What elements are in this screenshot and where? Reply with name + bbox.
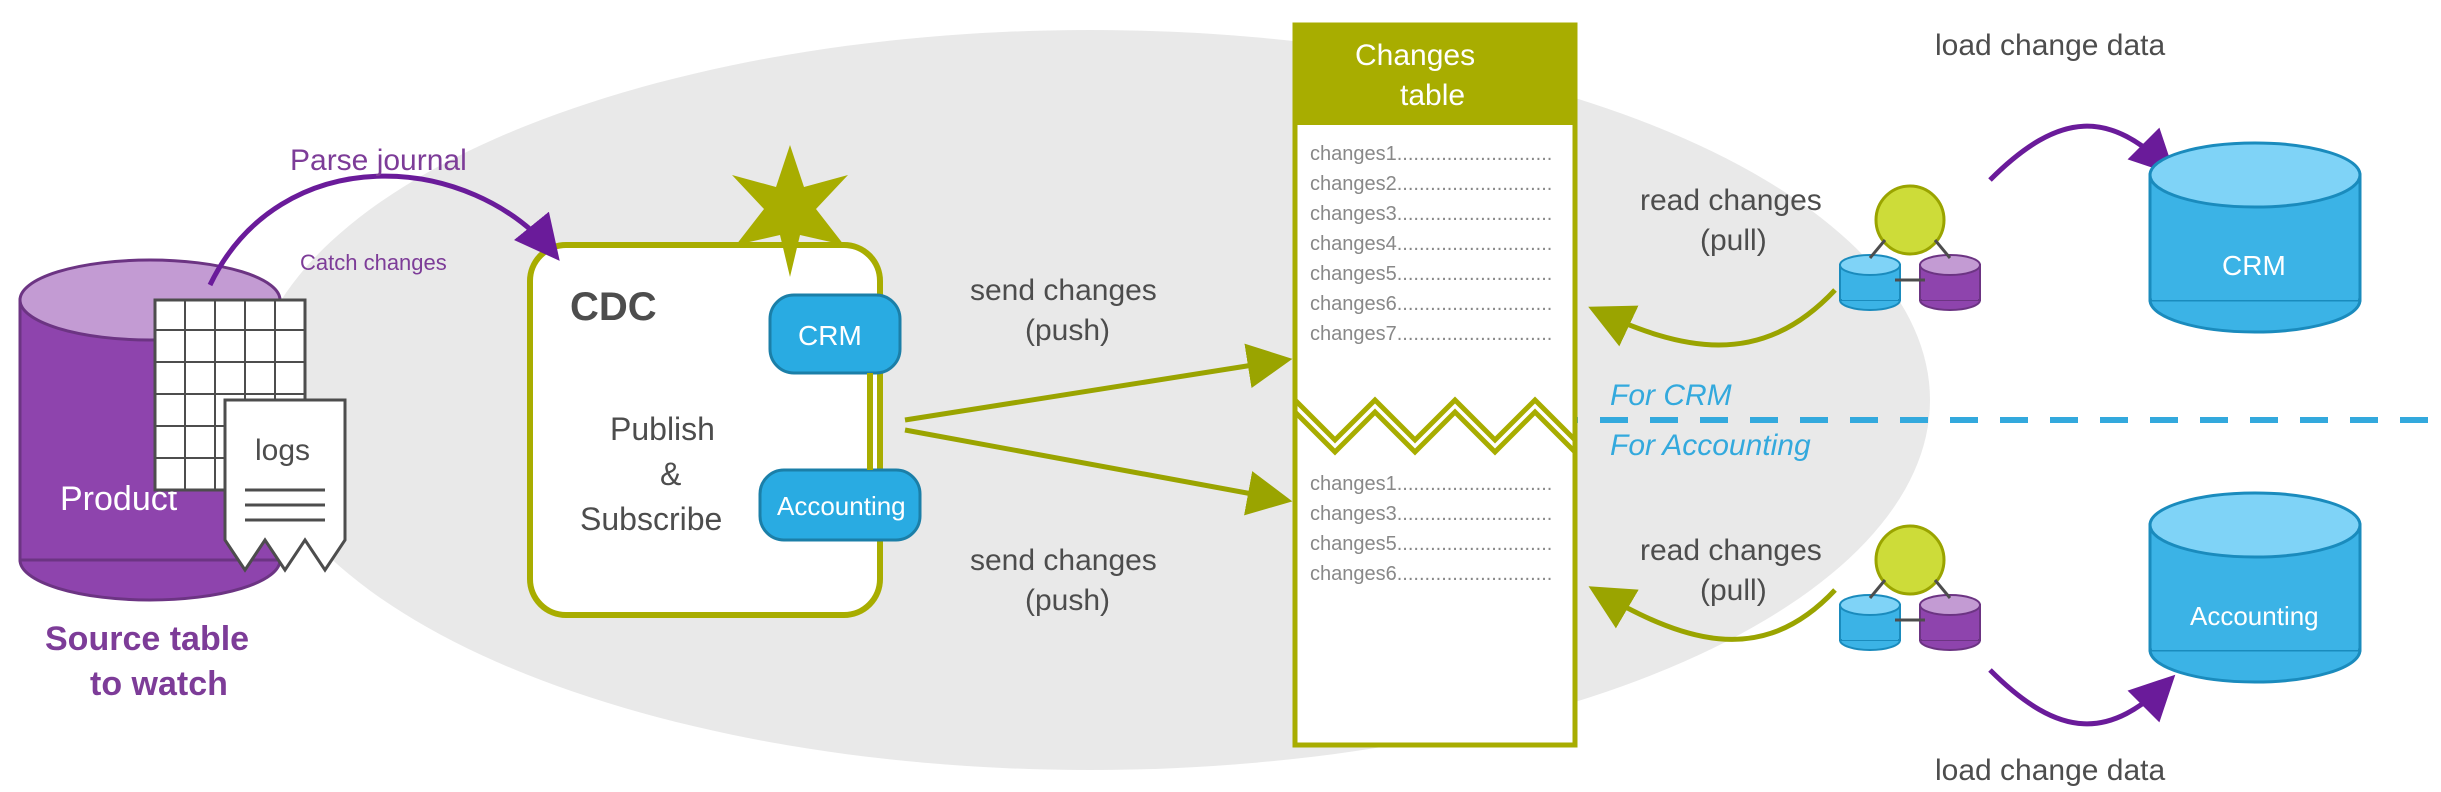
crm-button: CRM [770,295,900,373]
accounting-button: Accounting [760,470,920,540]
table-row: changes2............................ [1310,173,1552,195]
table-row: changes6............................ [1310,563,1552,585]
push-label-1b: (push) [1025,314,1110,347]
load-arrow-bottom [1990,670,2170,724]
load-label-1: load change data [1935,29,2166,62]
catch-changes-label: Catch changes [300,250,447,275]
changes-table: Changes table changes1..................… [1295,25,1575,745]
cdc-sub1: Publish [610,411,715,447]
parse-journal-label: Parse journal [290,144,467,177]
table-row: changes6............................ [1310,293,1552,315]
pull-label-2a: read changes [1640,534,1822,567]
load-arrow-top [1990,126,2170,180]
cdc-title: CDC [570,285,657,329]
table-row: changes7............................ [1310,323,1552,345]
pull-label-1a: read changes [1640,184,1822,217]
pull-label-2b: (pull) [1700,574,1767,607]
table-row: changes5............................ [1310,533,1552,555]
cdc-sub2: & [660,456,681,492]
table-row: changes3............................ [1310,503,1552,525]
accounting-db-label: Accounting [2190,601,2319,631]
accounting-button-label: Accounting [777,491,906,521]
cluster-icon-top [1840,186,1980,310]
push-label-2a: send changes [970,544,1157,577]
changes-header-2: table [1400,79,1465,112]
table-row: changes3............................ [1310,203,1552,225]
changes-header-1: Changes [1355,39,1475,72]
accounting-db: Accounting [2150,493,2360,682]
crm-db: CRM [2150,143,2360,332]
logs-sheet-icon: logs [225,400,345,570]
table-row: changes1............................ [1310,473,1552,495]
source-title-2: to watch [90,665,228,703]
cdc-sub3: Subscribe [580,501,722,537]
pull-label-1b: (pull) [1700,224,1767,257]
for-accounting-label: For Accounting [1610,429,1811,462]
table-row: changes5............................ [1310,263,1552,285]
source-title-1: Source table [45,620,249,658]
logs-label: logs [255,434,310,467]
table-row: changes4............................ [1310,233,1552,255]
push-label-2b: (push) [1025,584,1110,617]
crm-button-label: CRM [798,320,862,351]
for-crm-label: For CRM [1610,379,1732,412]
crm-db-label: CRM [2222,250,2286,281]
table-row: changes1............................ [1310,143,1552,165]
load-label-2: load change data [1935,754,2166,787]
push-label-1a: send changes [970,274,1157,307]
